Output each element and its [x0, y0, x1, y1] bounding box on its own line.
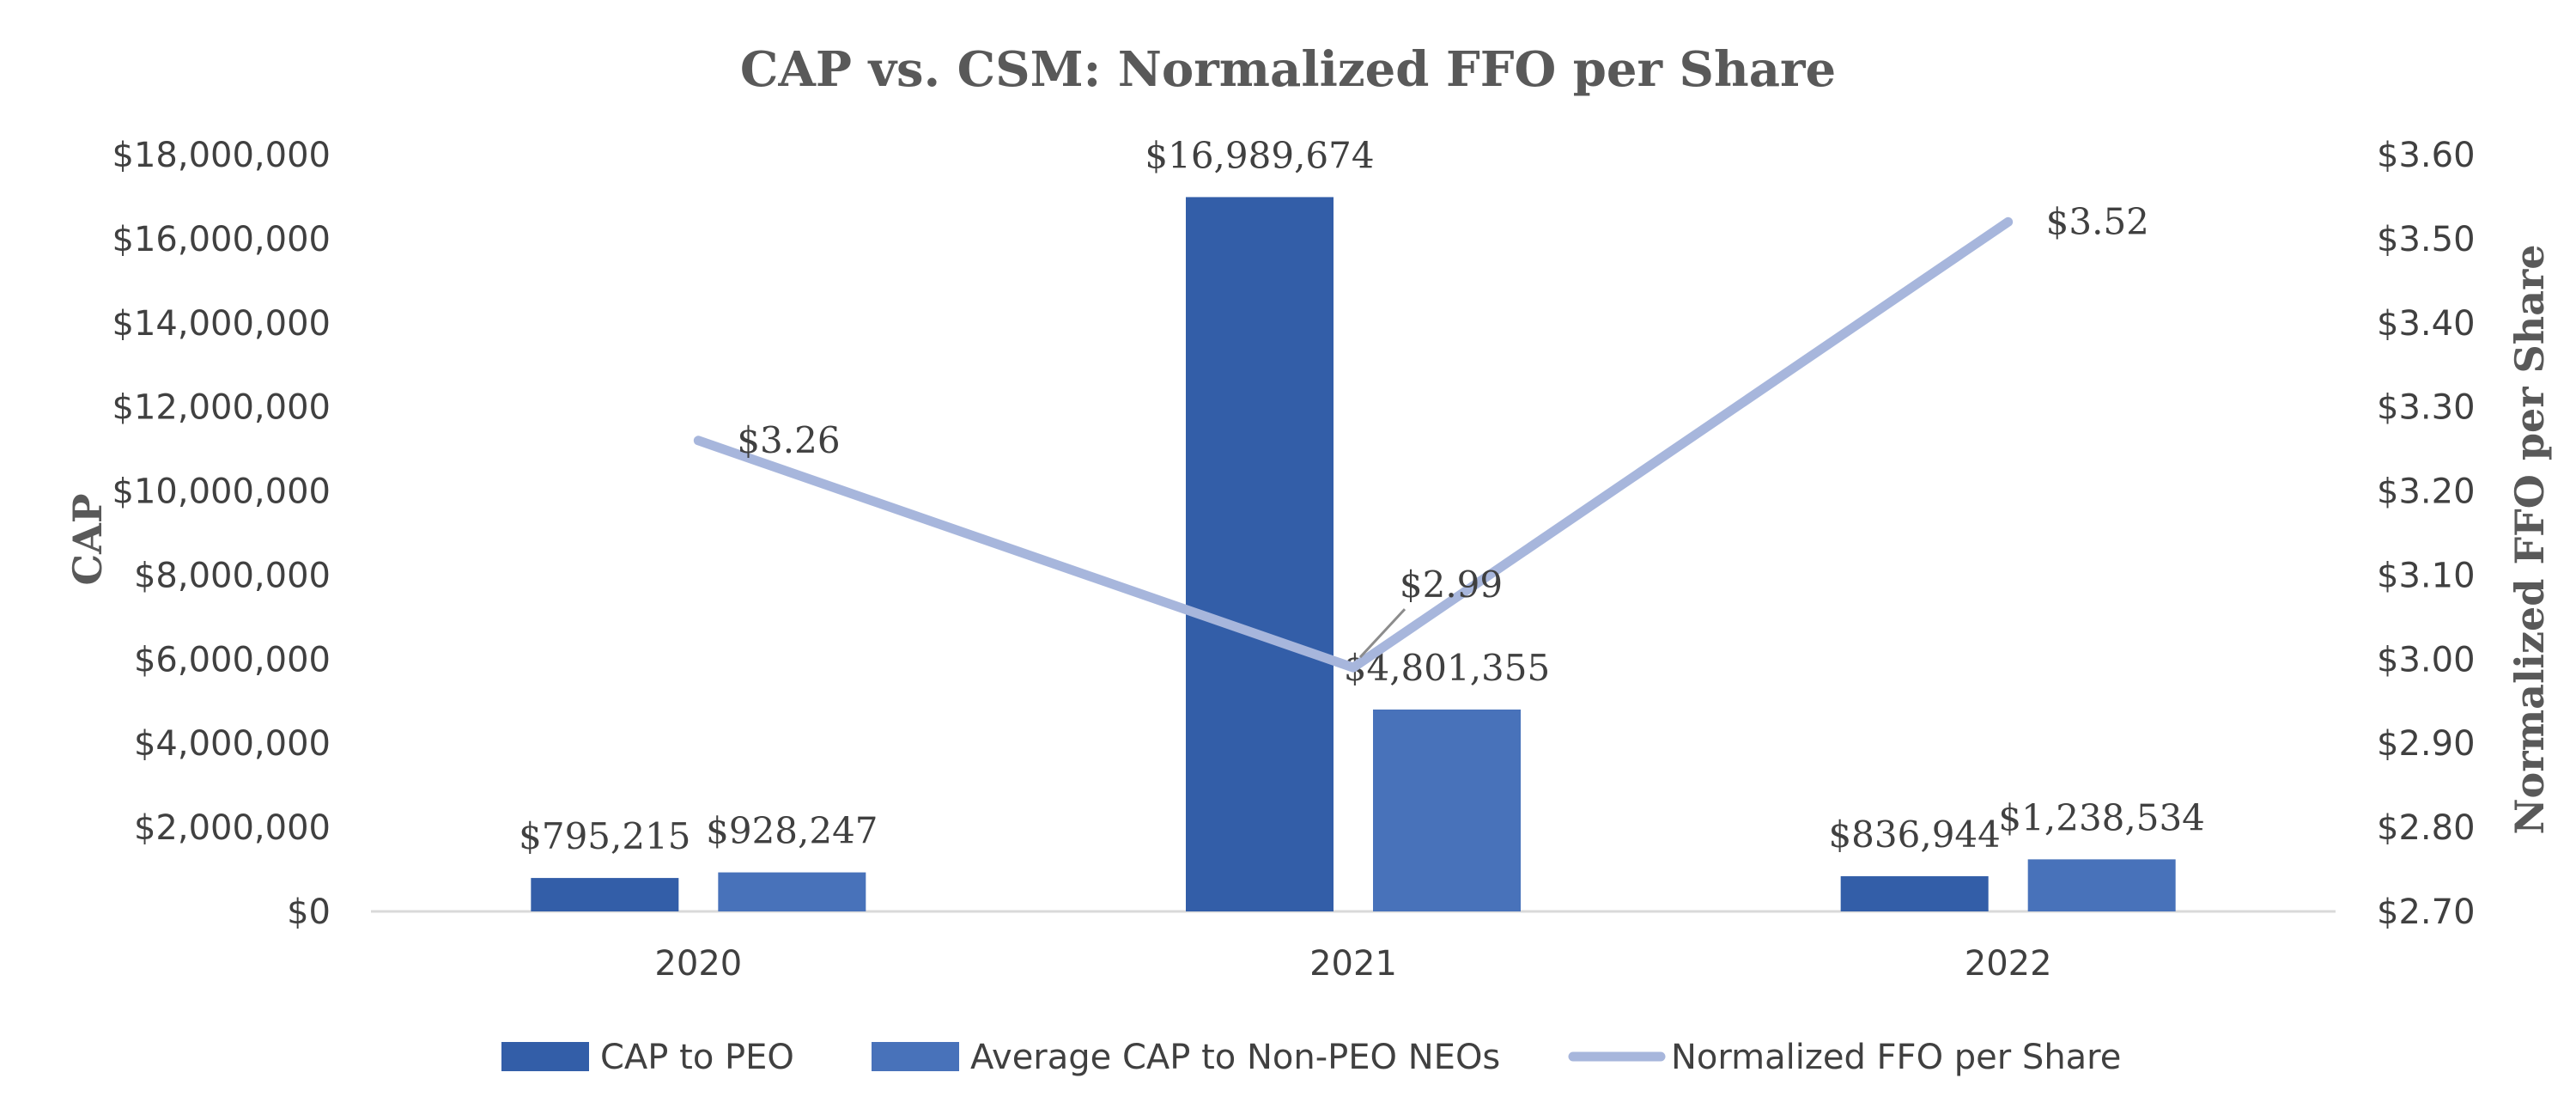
- legend-label: Normalized FFO per Share: [1671, 1038, 2121, 1077]
- y2-tick-label: $2.80: [2377, 808, 2476, 848]
- y2-tick-label: $3.40: [2377, 304, 2476, 344]
- bar-data-label: $16,989,674: [1145, 134, 1374, 176]
- bar-avg-cap-non-peo-2021: [1373, 710, 1521, 911]
- y2-tick-label: $2.70: [2377, 893, 2476, 932]
- bar-series: $795,215$16,989,674$836,944$928,247$4,80…: [519, 134, 2205, 912]
- y2-tick-label: $3.60: [2377, 136, 2476, 175]
- bar-cap-to-peo-2020: [531, 878, 679, 911]
- x-category-label: 2021: [1309, 944, 1397, 984]
- y-tick-label: $10,000,000: [112, 472, 331, 512]
- bar-data-label: $928,247: [706, 810, 878, 852]
- line-series: $3.26 $2.99 $3.52: [693, 200, 2149, 673]
- y-tick-label: $8,000,000: [134, 556, 331, 595]
- y-tick-label: $0: [287, 893, 331, 932]
- legend-swatch-avg-cap-non-peo: [872, 1042, 959, 1071]
- y-axis-title: CAP: [64, 494, 111, 586]
- y-tick-label: $16,000,000: [112, 220, 331, 259]
- y-tick-label: $12,000,000: [112, 388, 331, 428]
- legend: CAP to PEO Average CAP to Non-PEO NEOs Nor…: [501, 1038, 2121, 1077]
- line-point-2021: [1349, 663, 1358, 673]
- y-tick-label: $2,000,000: [134, 808, 331, 848]
- x-category-label: 2022: [1965, 944, 2052, 984]
- line-data-label: $3.52: [2046, 200, 2149, 242]
- label-leader-line: [1358, 608, 1406, 659]
- y2-tick-label: $2.90: [2377, 724, 2476, 764]
- y2-axis-ticks: $2.70 $2.80 $2.90 $3.00 $3.10 $3.20 $3.30 $3.40…: [2377, 136, 2476, 932]
- line-point-2022: [2003, 217, 2013, 227]
- bar-data-label: $1,238,534: [1998, 796, 2204, 838]
- y-axis-ticks: $0 $2,000,000 $4,000,000 $6,000,000 $8,000,0…: [112, 136, 331, 932]
- line-data-label: $3.26: [737, 419, 840, 461]
- y2-tick-label: $3.30: [2377, 388, 2476, 428]
- y-tick-label: $14,000,000: [112, 304, 331, 344]
- bar-cap-to-peo-2021: [1186, 197, 1334, 912]
- legend-swatch-cap-to-peo: [501, 1042, 589, 1071]
- bar-data-label: $836,944: [1828, 813, 2000, 856]
- bar-avg-cap-non-peo-2022: [2027, 859, 2176, 911]
- line-point-2020: [694, 436, 703, 445]
- chart-title: CAP vs. CSM: Normalized FFO per Share: [740, 41, 1836, 98]
- y-tick-label: $4,000,000: [134, 724, 331, 764]
- normalized-ffo-line: [693, 216, 2014, 673]
- x-category-label: 2020: [654, 944, 742, 984]
- line-data-label: $2.99: [1400, 564, 1503, 606]
- y2-tick-label: $3.10: [2377, 556, 2476, 595]
- bar-cap-to-peo-2022: [1840, 876, 1989, 911]
- y2-tick-label: $3.00: [2377, 640, 2476, 679]
- y2-tick-label: $3.20: [2377, 472, 2476, 512]
- x-axis-categories: 2020 2021 2022: [654, 944, 2051, 984]
- y-tick-label: $6,000,000: [134, 640, 331, 679]
- legend-label: Average CAP to Non-PEO NEOs: [970, 1038, 1500, 1077]
- y-tick-label: $18,000,000: [112, 136, 331, 175]
- bar-data-label: $795,215: [519, 815, 690, 857]
- legend-label: CAP to PEO: [600, 1038, 794, 1077]
- bar-avg-cap-non-peo-2020: [718, 872, 866, 911]
- y2-tick-label: $3.50: [2377, 220, 2476, 259]
- y2-axis-title: Normalized FFO per Share: [2506, 244, 2553, 834]
